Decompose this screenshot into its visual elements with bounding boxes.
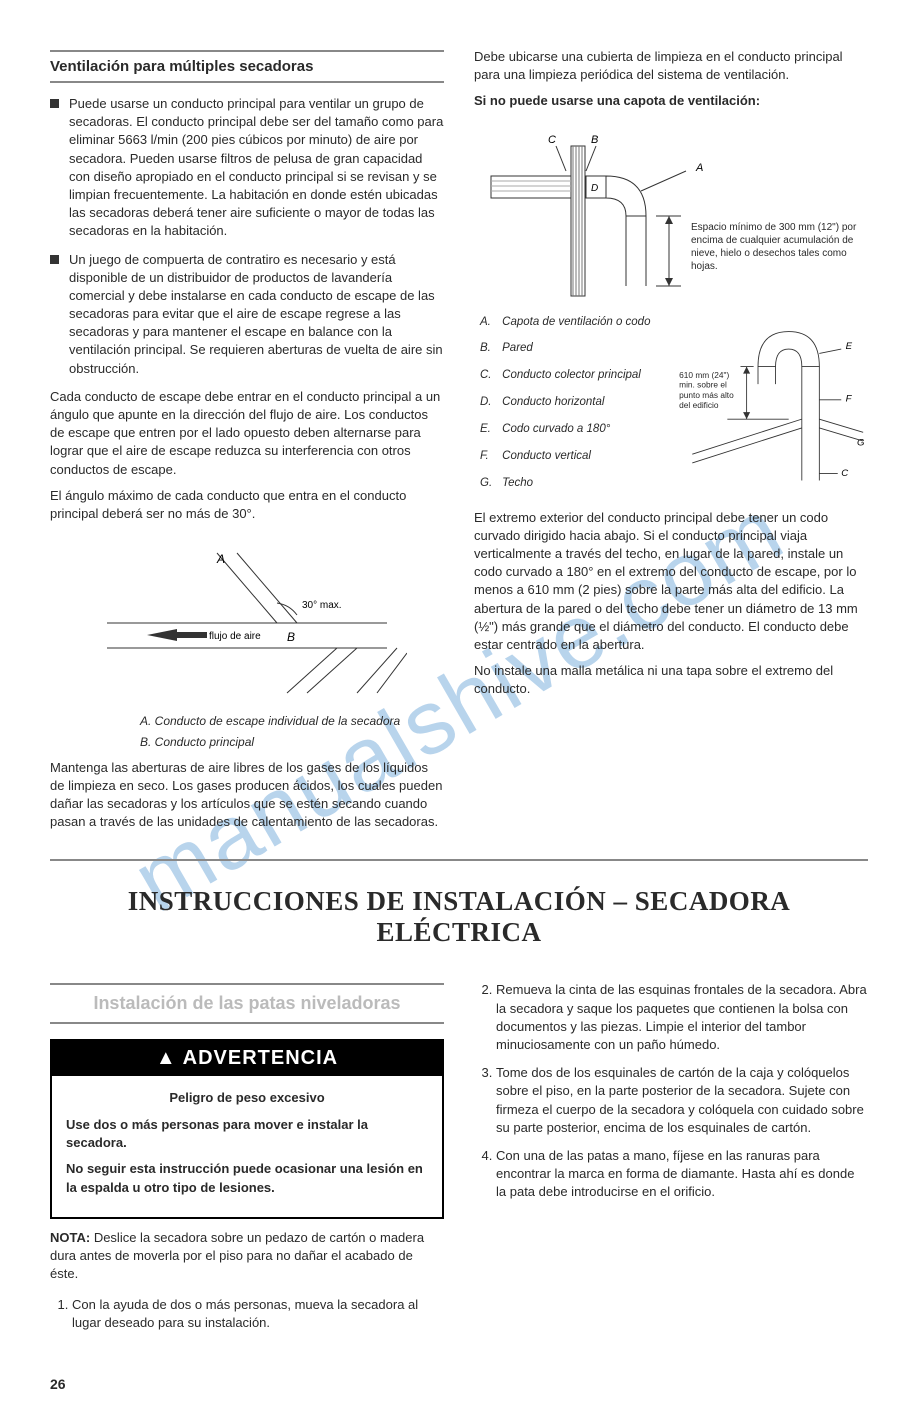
- warning-header: ADVERTENCIA: [52, 1041, 442, 1076]
- step-item: Remueva la cinta de las esquinas frontal…: [496, 981, 868, 1054]
- paragraph: Cada conducto de escape debe entrar en e…: [50, 388, 444, 479]
- subtitle: Si no puede usarse una capota de ventila…: [474, 92, 868, 110]
- diagram-caption-b: B. Conducto principal: [140, 734, 444, 751]
- steps-list: Con la ayuda de dos o más personas, muev…: [50, 1296, 444, 1332]
- bullet-square-icon: [50, 255, 59, 264]
- paragraph: Debe ubicarse una cubierta de limpieza e…: [474, 48, 868, 84]
- paragraph: Mantenga las aberturas de aire libres de…: [50, 759, 444, 832]
- paragraph: No instale una malla metálica ni una tap…: [474, 662, 868, 698]
- main-heading: INSTRUCCIONES DE INSTALACIÓN – SECADORA …: [50, 886, 868, 948]
- bullet-text: Un juego de compuerta de contratiro es n…: [69, 251, 444, 378]
- sub-heading: Instalación de las patas niveladoras: [50, 983, 444, 1024]
- svg-text:A: A: [695, 162, 703, 174]
- warning-title: Peligro de peso excesivo: [66, 1088, 428, 1108]
- paragraph: El ángulo máximo de cada conducto que en…: [50, 487, 444, 523]
- svg-text:B: B: [287, 630, 295, 644]
- warning-text: Use dos o más personas para mover e inst…: [66, 1116, 428, 1152]
- svg-text:G: G: [857, 437, 865, 448]
- svg-text:C: C: [842, 468, 849, 479]
- svg-text:30° max.: 30° max.: [302, 600, 342, 611]
- steps-list: Remueva la cinta de las esquinas frontal…: [474, 981, 868, 1201]
- nota-label: NOTA:: [50, 1230, 90, 1245]
- svg-text:C: C: [548, 134, 556, 146]
- bullet-square-icon: [50, 99, 59, 108]
- nota-text: Deslice la secadora sobre un pedazo de c…: [50, 1230, 424, 1281]
- warning-text: No seguir esta instrucción puede ocasion…: [66, 1160, 428, 1196]
- bullet-text: Puede usarse un conducto principal para …: [69, 95, 444, 241]
- svg-text:E: E: [846, 341, 853, 352]
- step-item: Tome dos de los esquinales de cartón de …: [496, 1064, 868, 1137]
- diagram-caption-a: A. Conducto de escape individual de la s…: [140, 713, 444, 730]
- diagram-legend: A.Capota de ventilación o codo B.Pared C…: [474, 311, 656, 501]
- page-number: 26: [50, 1376, 868, 1392]
- airflow-diagram: 30° max. A B flujo de aire: [87, 533, 407, 703]
- svg-text:F: F: [846, 393, 853, 404]
- roof-vent-diagram: E F G C 610 mm (24") min. sobre el punto…: [666, 311, 868, 501]
- bullet-item: Puede usarse un conducto principal para …: [50, 95, 444, 241]
- section-divider: [50, 859, 868, 861]
- svg-text:A: A: [216, 552, 225, 566]
- paragraph: El extremo exterior del conducto princip…: [474, 509, 868, 655]
- svg-text:D: D: [591, 183, 598, 194]
- nota-paragraph: NOTA: Deslice la secadora sobre un pedaz…: [50, 1229, 444, 1284]
- warning-box: ADVERTENCIA Peligro de peso excesivo Use…: [50, 1039, 444, 1218]
- bullet-item: Un juego de compuerta de contratiro es n…: [50, 251, 444, 378]
- step-item: Con una de las patas a mano, fíjese en l…: [496, 1147, 868, 1202]
- svg-text:flujo de aire: flujo de aire: [209, 631, 261, 642]
- svg-text:B: B: [591, 134, 598, 146]
- vent-hood-diagram: C B D A Espacio mínimo de 300 mm (12") p…: [481, 121, 861, 301]
- section-title-ventilation: Ventilación para múltiples secadoras: [50, 50, 444, 83]
- step-item: Con la ayuda de dos o más personas, muev…: [72, 1296, 444, 1332]
